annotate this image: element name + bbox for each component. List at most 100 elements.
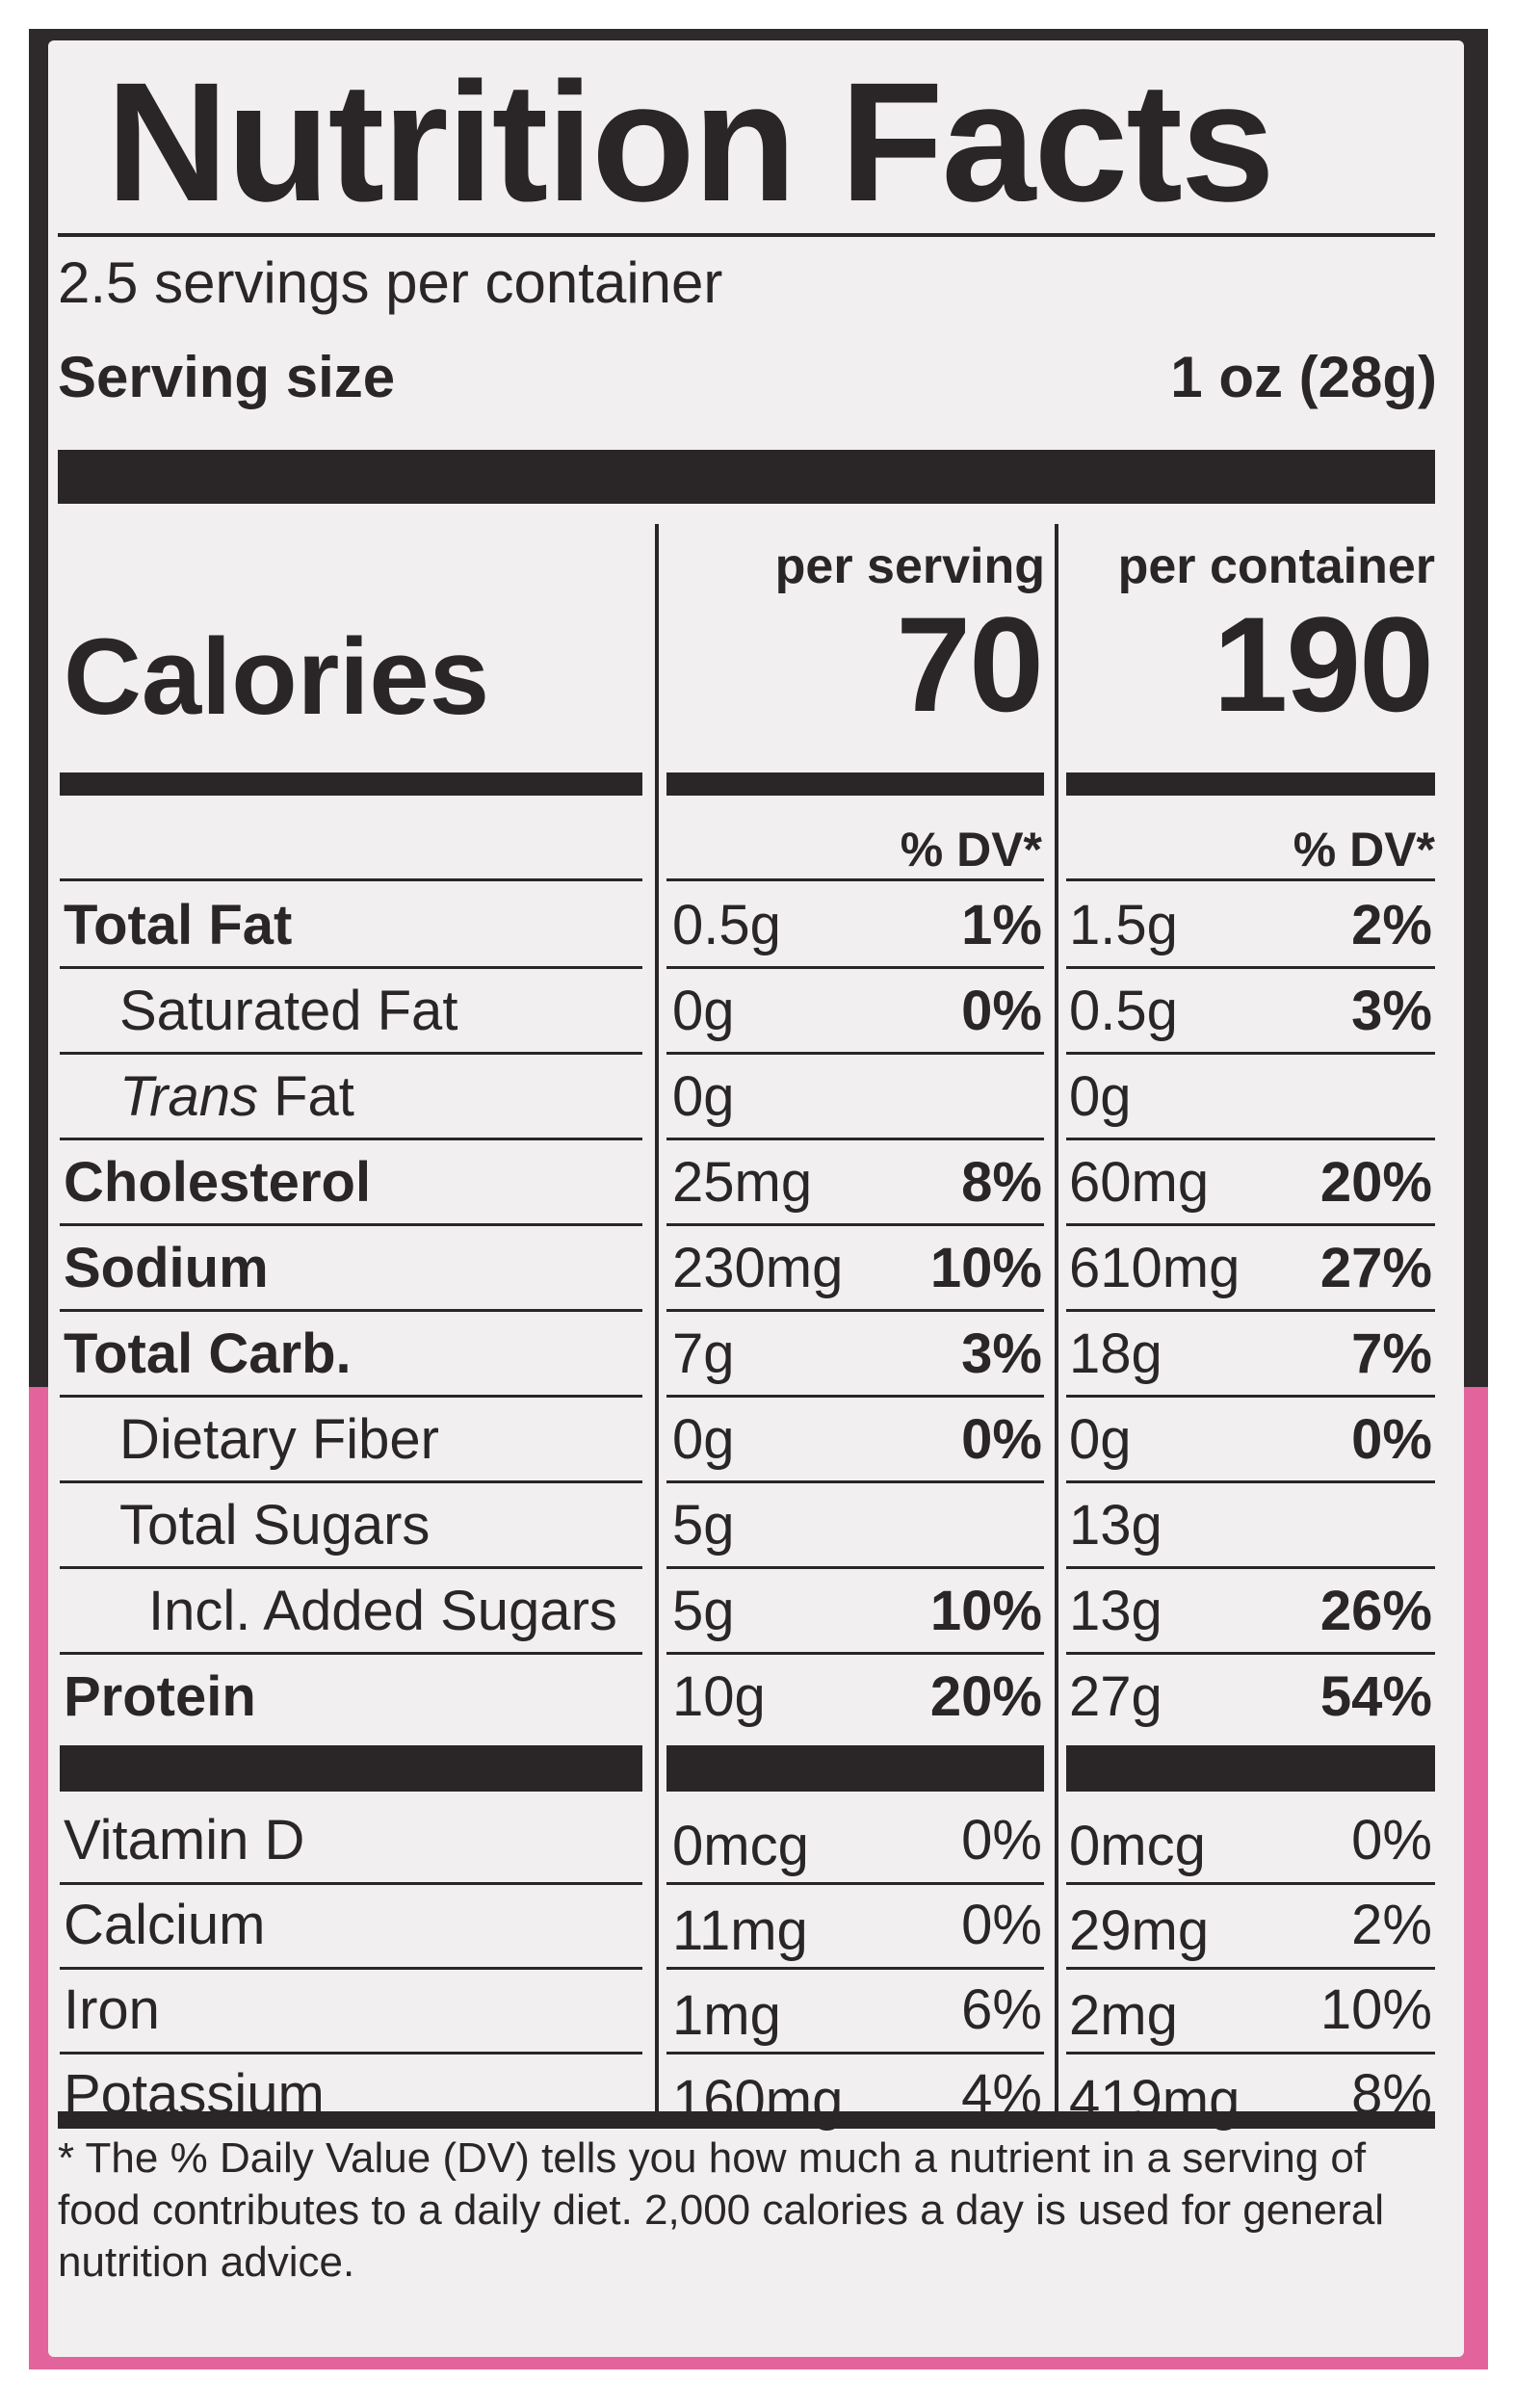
nutrient-label: Total Fat bbox=[64, 894, 293, 956]
row-rule-1 bbox=[666, 1395, 1044, 1398]
micronutrient-label: Vitamin D bbox=[64, 1809, 305, 1871]
nutrient-label: Dietary Fiber bbox=[119, 1408, 439, 1471]
serving-amount: 1mg bbox=[672, 1984, 781, 2047]
row-rule-1 bbox=[666, 1223, 1044, 1226]
row-rule-1 bbox=[666, 1480, 1044, 1483]
row-rule-2 bbox=[1066, 1309, 1435, 1312]
micronutrient-label: Iron bbox=[64, 1978, 160, 2041]
calories-per-serving: 70 bbox=[896, 589, 1044, 740]
row-rule-2 bbox=[1066, 966, 1435, 969]
serving-dv: 0% bbox=[961, 1408, 1042, 1471]
container-dv: 0% bbox=[1351, 1809, 1432, 1871]
serving-amount: 0.5g bbox=[672, 894, 781, 956]
row-rule-0 bbox=[60, 966, 642, 969]
serving-dv: 10% bbox=[929, 1237, 1042, 1299]
row-rule-2 bbox=[1066, 1223, 1435, 1226]
row-rule-2 bbox=[1066, 1566, 1435, 1569]
serving-size-label: Serving size bbox=[58, 345, 396, 409]
micro-rule-0 bbox=[60, 1967, 642, 1970]
row-rule-2 bbox=[1066, 1395, 1435, 1398]
serving-dv: 1% bbox=[961, 894, 1042, 956]
row-rule-2 bbox=[1066, 1138, 1435, 1140]
container-dv: 0% bbox=[1351, 1408, 1432, 1471]
container-amount: 13g bbox=[1069, 1494, 1162, 1557]
dv-header-container: % DV* bbox=[1293, 823, 1435, 877]
serving-amount: 10g bbox=[672, 1665, 766, 1728]
row-rule-1 bbox=[666, 1566, 1044, 1569]
serving-dv: 0% bbox=[961, 1894, 1042, 1956]
row-rule-2 bbox=[1066, 1052, 1435, 1055]
label-title: Nutrition Facts bbox=[106, 48, 1275, 237]
micro-rule-0 bbox=[60, 1882, 642, 1885]
container-dv: 7% bbox=[1351, 1322, 1432, 1385]
row-rule-head-2 bbox=[1066, 878, 1435, 881]
nutrient-label: Protein bbox=[64, 1665, 256, 1728]
container-dv: 26% bbox=[1319, 1580, 1432, 1642]
nutrient-label: Total Carb. bbox=[64, 1322, 352, 1385]
calories-rule-container bbox=[1066, 772, 1435, 796]
thick-divider-top bbox=[58, 450, 1435, 504]
nutrient-label: Incl. Added Sugars bbox=[148, 1580, 617, 1642]
row-rule-0 bbox=[60, 1052, 642, 1055]
serving-amount: 7g bbox=[672, 1322, 735, 1385]
container-amount: 18g bbox=[1069, 1322, 1162, 1385]
serving-amount: 25mg bbox=[672, 1151, 813, 1214]
container-dv: 2% bbox=[1351, 894, 1432, 956]
row-rule-0 bbox=[60, 1480, 642, 1483]
per-container-header: per container bbox=[1117, 538, 1435, 594]
row-rule-1 bbox=[666, 1652, 1044, 1655]
micro-rule-2 bbox=[1066, 1967, 1435, 1970]
container-amount: 0.5g bbox=[1069, 980, 1178, 1042]
serving-dv: 3% bbox=[961, 1322, 1042, 1385]
row-rule-0 bbox=[60, 1138, 642, 1140]
calories-rule-serving bbox=[666, 772, 1044, 796]
micro-rule-1 bbox=[666, 1882, 1044, 1885]
nutrient-label: Saturated Fat bbox=[119, 980, 458, 1042]
row-rule-head-0 bbox=[60, 878, 642, 881]
serving-dv: 0% bbox=[961, 1809, 1042, 1871]
calories-rule-label bbox=[60, 772, 642, 796]
micro-rule-2 bbox=[1066, 2052, 1435, 2055]
container-amount: 0g bbox=[1069, 1408, 1132, 1471]
servings-per-container: 2.5 servings per container bbox=[58, 250, 723, 315]
row-rule-0 bbox=[60, 1395, 642, 1398]
micronutrient-label: Calcium bbox=[64, 1894, 266, 1956]
serving-amount: 11mg bbox=[672, 1899, 808, 1962]
row-rule-1 bbox=[666, 966, 1044, 969]
nutrient-label: Trans Fat bbox=[119, 1065, 354, 1128]
container-amount: 0g bbox=[1069, 1065, 1132, 1128]
serving-amount: 230mg bbox=[672, 1237, 844, 1299]
row-rule-1 bbox=[666, 1138, 1044, 1140]
thick-divider-vitamins-serving bbox=[666, 1745, 1044, 1792]
serving-size-value: 1 oz (28g) bbox=[1170, 345, 1437, 409]
title-rule bbox=[58, 233, 1435, 237]
container-amount: 27g bbox=[1069, 1665, 1162, 1728]
serving-dv: 20% bbox=[929, 1665, 1042, 1728]
serving-amount: 0mcg bbox=[672, 1815, 809, 1877]
nutrient-label: Total Sugars bbox=[119, 1494, 431, 1557]
container-amount: 60mg bbox=[1069, 1151, 1210, 1214]
container-amount: 2mg bbox=[1069, 1984, 1178, 2047]
container-amount: 1.5g bbox=[1069, 894, 1178, 956]
nutrition-facts-panel: Nutrition Facts 2.5 servings per contain… bbox=[48, 40, 1464, 2357]
micro-rule-2 bbox=[1066, 1882, 1435, 1885]
column-separator-serving bbox=[655, 524, 659, 2118]
nutrient-label: Sodium bbox=[64, 1237, 269, 1299]
row-rule-2 bbox=[1066, 1652, 1435, 1655]
row-rule-head-1 bbox=[666, 878, 1044, 881]
container-dv: 3% bbox=[1351, 980, 1432, 1042]
per-serving-header: per serving bbox=[774, 538, 1045, 594]
serving-dv: 10% bbox=[929, 1580, 1042, 1642]
container-dv: 20% bbox=[1319, 1151, 1432, 1214]
serving-amount: 0g bbox=[672, 980, 735, 1042]
container-amount: 0mcg bbox=[1069, 1815, 1206, 1877]
micro-rule-0 bbox=[60, 2052, 642, 2055]
column-separator-container bbox=[1055, 524, 1058, 2118]
serving-amount: 5g bbox=[672, 1580, 735, 1642]
row-rule-0 bbox=[60, 1566, 642, 1569]
container-dv: 27% bbox=[1319, 1237, 1432, 1299]
nutrient-label: Cholesterol bbox=[64, 1151, 372, 1214]
container-amount: 29mg bbox=[1069, 1899, 1210, 1962]
serving-dv: 6% bbox=[961, 1978, 1042, 2041]
serving-dv: 0% bbox=[961, 980, 1042, 1042]
